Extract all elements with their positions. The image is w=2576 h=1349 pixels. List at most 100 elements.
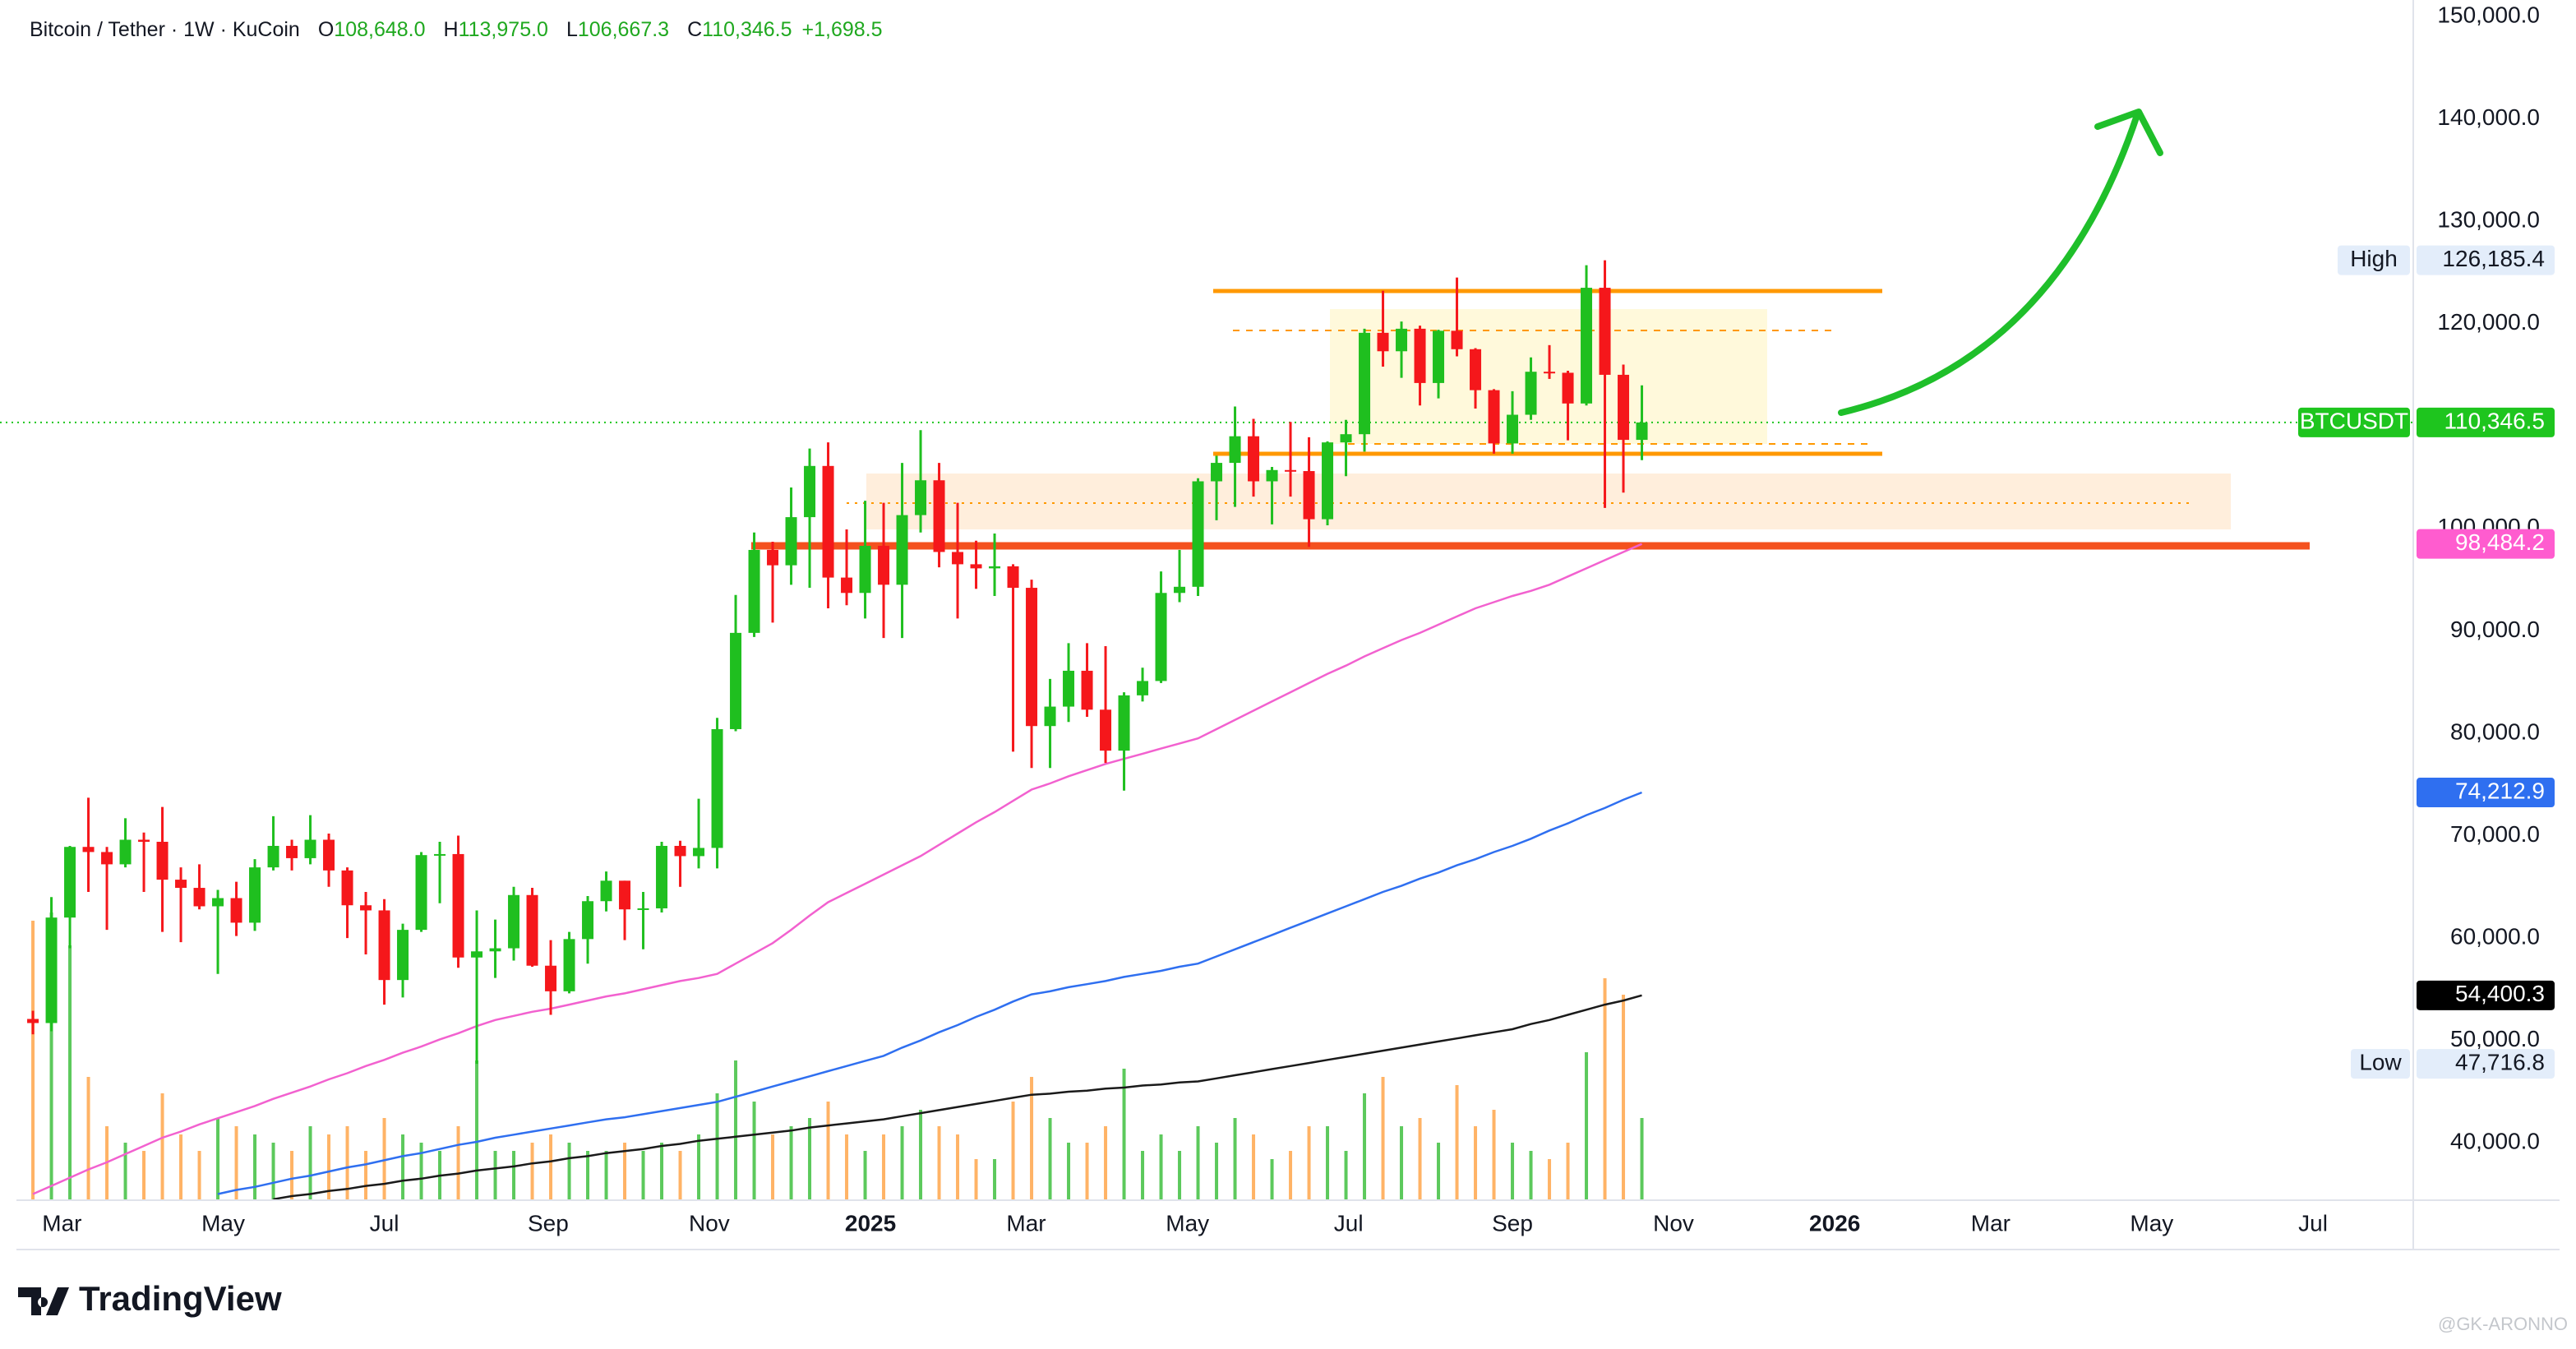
- volume-bar: [808, 1118, 812, 1200]
- price-tag-label: 110,346.5: [2444, 408, 2546, 433]
- candle-body: [619, 880, 631, 910]
- legend-value: 113,975.0: [458, 18, 548, 41]
- drawings: [751, 289, 2310, 550]
- volume-bar: [604, 1151, 608, 1200]
- candle-body: [1451, 330, 1463, 349]
- y-tick-label: 40,000.0: [2450, 1129, 2540, 1154]
- volume-bar: [586, 1151, 590, 1200]
- volume-bar: [382, 1118, 386, 1200]
- candle-body: [138, 839, 150, 842]
- candle-body: [545, 965, 557, 991]
- candle-body: [1081, 670, 1093, 710]
- volume-bar: [974, 1159, 978, 1200]
- volume-bar: [1159, 1134, 1163, 1200]
- candle-body: [1155, 593, 1167, 681]
- candle-body: [1544, 372, 1556, 374]
- legend-key: H: [443, 18, 459, 41]
- candle-body: [1470, 349, 1482, 390]
- candle-body: [1063, 670, 1075, 707]
- volume-bar: [31, 921, 35, 1200]
- volume-bar: [179, 1134, 183, 1200]
- volume-bar: [86, 1077, 90, 1200]
- candle-body: [767, 549, 779, 566]
- volume-bar: [1085, 1143, 1089, 1200]
- arrow-head: [2094, 109, 2163, 156]
- volume-bar: [327, 1134, 331, 1200]
- price-tag-name-box: [2351, 1049, 2410, 1079]
- candle-body: [378, 910, 390, 981]
- candle-body: [286, 845, 298, 858]
- price-tag-box: [2417, 1049, 2555, 1079]
- legend-value: 108,648.0: [334, 18, 426, 41]
- volume-bar: [1233, 1118, 1237, 1200]
- volume-bar: [1492, 1110, 1496, 1200]
- candle-body: [1359, 332, 1371, 435]
- x-tick-label: 2025: [845, 1210, 896, 1236]
- price-tag-label: 47,716.8: [2455, 1049, 2545, 1074]
- volume-bar: [1603, 978, 1607, 1200]
- volume-bar: [1344, 1151, 1348, 1200]
- volume-bar: [308, 1126, 312, 1200]
- volume-bar: [1548, 1159, 1552, 1200]
- volume-bar: [1030, 1077, 1034, 1200]
- candle-body: [952, 552, 964, 565]
- moving-average-line: [217, 791, 1642, 1195]
- candle-body: [730, 632, 742, 729]
- volume-bar: [1400, 1126, 1404, 1200]
- candle-body: [1562, 372, 1574, 404]
- volume-bar: [567, 1143, 571, 1200]
- volume-bar: [1511, 1143, 1515, 1200]
- candle-body: [1044, 706, 1056, 727]
- candle-body: [1007, 566, 1019, 589]
- candle-body: [711, 728, 723, 848]
- volume-bar: [549, 1134, 553, 1200]
- volume-bar: [882, 1134, 886, 1200]
- support-box: [866, 474, 2231, 529]
- chart-title: Bitcoin / Tether · 1W · KuCoin: [30, 18, 300, 41]
- x-tick-label: 2026: [1809, 1210, 1860, 1236]
- candle-body: [656, 845, 668, 908]
- candle-body: [304, 839, 316, 858]
- volume-bar: [290, 1151, 294, 1200]
- volume-bar: [937, 1126, 941, 1200]
- volume-bar: [1363, 1093, 1367, 1200]
- volume-bar: [1270, 1159, 1274, 1200]
- legend-key: L: [566, 18, 578, 41]
- candle-body: [45, 917, 58, 1023]
- x-tick-label: Sep: [528, 1210, 569, 1236]
- y-tick-label: 50,000.0: [2450, 1026, 2540, 1051]
- legend-item: C110,346.5: [679, 18, 792, 42]
- candle-body: [1599, 288, 1611, 375]
- volume-bar: [530, 1143, 534, 1200]
- volume-bar: [1622, 995, 1626, 1200]
- x-tick-label: Jul: [1334, 1210, 1364, 1236]
- candle-body: [1340, 434, 1352, 443]
- x-tick-label: Jul: [370, 1210, 399, 1236]
- volume-bar: [364, 1151, 368, 1200]
- price-tags: 126,185.4 High 110,346.5 BTCUSDT 98,484.2 74,…: [2298, 245, 2555, 1079]
- candle-body: [1248, 436, 1260, 482]
- candle-body: [526, 894, 538, 966]
- volume-bar: [253, 1134, 257, 1200]
- volume-bar: [1585, 1052, 1589, 1200]
- candle-body: [1636, 422, 1648, 441]
- volume-bar: [1529, 1151, 1533, 1200]
- volume-bar: [900, 1126, 904, 1200]
- volume-bar: [919, 1110, 923, 1200]
- candle-body: [27, 1019, 39, 1023]
- candle-body: [1507, 414, 1519, 444]
- candle-body: [1211, 463, 1223, 482]
- candle-body: [267, 845, 279, 868]
- volume-bar: [1307, 1126, 1311, 1200]
- candle-body: [1525, 372, 1537, 415]
- candle-body: [878, 545, 890, 585]
- candle-body: [101, 852, 113, 865]
- candle-body: [64, 847, 76, 918]
- price-tag-box: [2417, 980, 2555, 1010]
- volume-bar: [493, 1151, 497, 1200]
- moving-averages: [32, 543, 1642, 1200]
- volume-bar: [752, 1102, 756, 1200]
- volume-bar: [1640, 1118, 1644, 1200]
- arrow: [1838, 109, 2163, 416]
